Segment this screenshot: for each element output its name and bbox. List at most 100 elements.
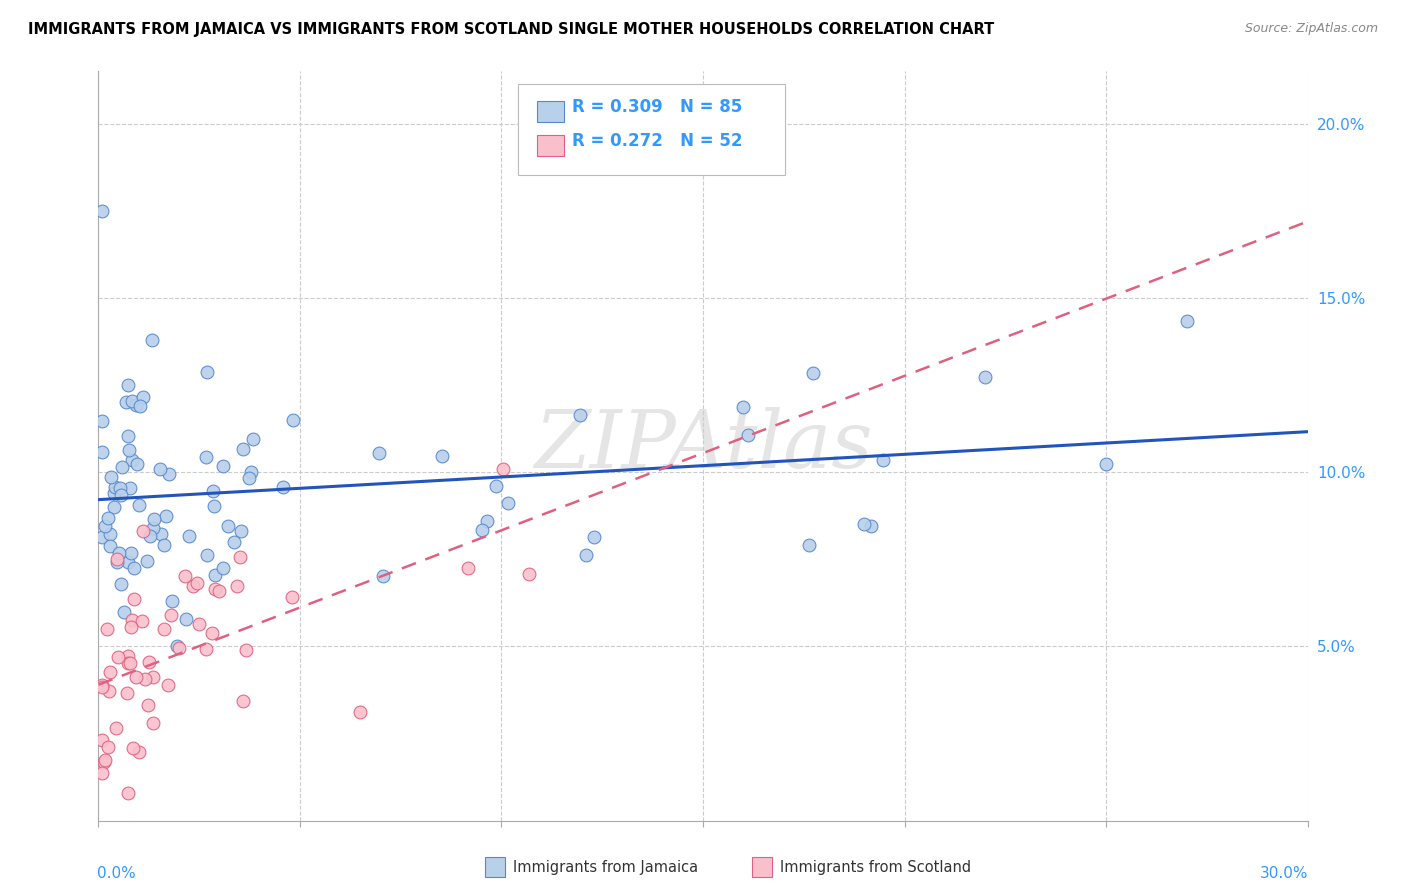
Point (110, 460, 132, 475)
Point (91, 733, 114, 747)
Point (122, 740, 145, 755)
Point (176, 612, 198, 626)
Point (156, 678, 179, 692)
Point (239, 465, 262, 479)
Point (160, 607, 183, 622)
Point (132, 524, 155, 538)
Point (117, 786, 139, 800)
Point (160, 594, 183, 608)
Point (801, 366, 824, 380)
Point (371, 569, 394, 583)
Text: Immigrants from Scotland: Immigrants from Scotland (780, 861, 972, 875)
FancyBboxPatch shape (537, 135, 564, 156)
Point (97, 511, 120, 525)
Point (271, 480, 294, 494)
Point (117, 648, 139, 663)
Point (120, 545, 142, 559)
Point (157, 467, 180, 481)
Text: R = 0.272   N = 52: R = 0.272 N = 52 (572, 132, 742, 150)
Point (121, 613, 143, 627)
Point (105, 552, 128, 566)
Point (103, 500, 125, 514)
Point (134, 672, 156, 686)
Point (91, 414, 114, 428)
Point (142, 512, 165, 526)
Point (124, 592, 146, 607)
Point (235, 643, 257, 657)
Point (201, 626, 224, 640)
Point (121, 393, 143, 408)
Point (177, 529, 200, 543)
Point (124, 670, 146, 684)
Point (139, 529, 162, 543)
Point (98, 684, 121, 698)
Point (141, 333, 163, 347)
Point (166, 639, 188, 653)
Point (582, 530, 605, 544)
Point (208, 583, 231, 598)
Point (136, 698, 159, 713)
Point (117, 555, 139, 569)
Point (98, 539, 121, 553)
Point (108, 546, 131, 560)
Point (91, 530, 114, 544)
Point (91, 766, 114, 780)
Point (91, 680, 114, 694)
Point (974, 370, 997, 384)
Point (194, 450, 217, 464)
Point (120, 620, 142, 634)
Point (568, 408, 591, 422)
Point (104, 480, 127, 494)
Point (149, 526, 172, 541)
Point (195, 549, 218, 563)
Point (138, 655, 160, 669)
Point (96, 622, 118, 636)
Point (368, 446, 391, 460)
Point (136, 554, 159, 568)
Point (128, 399, 150, 413)
Point (120, 656, 142, 670)
Point (186, 575, 208, 590)
Text: ZIPAtlas: ZIPAtlas (534, 408, 872, 484)
Point (280, 590, 302, 604)
Point (112, 605, 135, 619)
Point (181, 579, 204, 593)
Point (115, 395, 138, 409)
Text: Immigrants from Jamaica: Immigrants from Jamaica (513, 861, 699, 875)
Point (91, 203, 114, 218)
Point (174, 568, 197, 582)
Point (142, 670, 165, 684)
Point (110, 577, 132, 591)
Point (117, 429, 139, 443)
Point (574, 548, 596, 562)
Point (125, 457, 148, 471)
Point (217, 518, 239, 533)
Point (131, 614, 153, 628)
Point (204, 568, 226, 582)
FancyBboxPatch shape (537, 101, 564, 121)
Point (117, 378, 139, 392)
Point (118, 442, 141, 457)
Point (94, 518, 117, 533)
Point (281, 412, 304, 426)
Text: 30.0%: 30.0% (1260, 865, 1309, 880)
Point (94, 753, 117, 767)
Point (212, 458, 235, 473)
Point (853, 516, 876, 531)
Text: R = 0.309   N = 85: R = 0.309 N = 85 (572, 97, 742, 116)
Point (128, 498, 150, 512)
Point (232, 442, 254, 457)
Point (96, 740, 118, 755)
Point (187, 617, 209, 632)
Point (142, 521, 165, 535)
Point (100, 470, 122, 484)
Point (471, 523, 494, 537)
Point (93, 755, 115, 769)
Point (860, 518, 883, 533)
Point (492, 462, 515, 476)
Point (797, 539, 820, 553)
Point (212, 561, 235, 575)
Point (149, 462, 172, 476)
Point (132, 391, 155, 405)
Point (122, 560, 145, 574)
